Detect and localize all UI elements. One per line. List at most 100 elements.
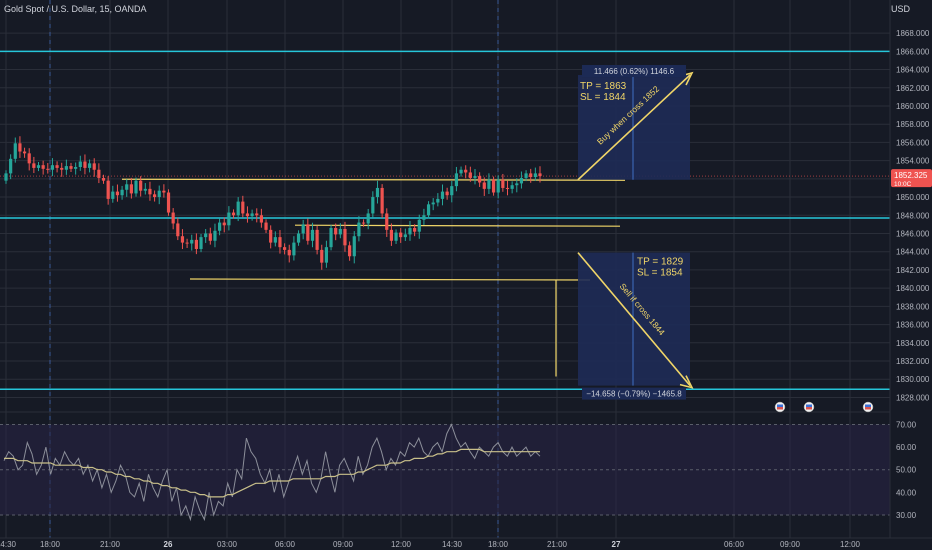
candle-body: [218, 222, 222, 231]
candle-body: [436, 198, 440, 203]
candle-body: [213, 230, 217, 241]
rsi-tick-label: 40.00: [896, 488, 917, 497]
price-tick-label: 1866.000: [896, 47, 930, 56]
candle-body: [292, 242, 296, 256]
candle-body: [227, 212, 231, 226]
candle-body: [459, 169, 463, 174]
price-tick-label: 1828.000: [896, 393, 930, 402]
time-tick-label: 18:00: [40, 540, 61, 549]
candle-body: [403, 234, 407, 238]
last-price-badge: [891, 169, 932, 188]
time-tick-label: 18:00: [488, 540, 509, 549]
stats-chip: [582, 65, 686, 78]
time-tick-label: 27: [612, 540, 621, 549]
candle-body: [92, 163, 96, 170]
candle-body: [46, 168, 50, 170]
candle-body: [310, 229, 315, 241]
candle-body: [366, 213, 370, 224]
take-profit-label: TP = 1863: [580, 81, 627, 92]
candle-body: [478, 176, 482, 183]
time-tick-label: 12:00: [391, 540, 412, 549]
candle-body: [468, 172, 472, 178]
candle-body: [482, 182, 486, 189]
candle-body: [315, 229, 319, 250]
candle-body: [259, 215, 263, 223]
candle-body: [157, 190, 161, 198]
candle-body: [64, 166, 68, 170]
candle-body: [338, 228, 342, 235]
candle-body: [241, 201, 245, 214]
candle-body: [431, 202, 435, 205]
candle-body: [296, 233, 301, 243]
stats-text: −14.658 (−0.79%) −1465.8: [586, 390, 682, 399]
candle-body: [375, 187, 380, 198]
candle-body: [399, 232, 403, 238]
candle-body: [324, 247, 328, 263]
candle-body: [129, 184, 133, 194]
candle-body: [515, 183, 519, 186]
arrow-head: [679, 375, 694, 389]
candle-body: [329, 228, 333, 248]
time-axis[interactable]: 14:30 18:00 21:00 26 03:00 06:00 09:00 12:00 14:…: [0, 537, 932, 550]
candle-body: [50, 165, 55, 170]
candle-body: [343, 228, 347, 246]
price-tick-label: 1850.000: [896, 193, 930, 202]
candle-body: [334, 228, 338, 235]
price-levels[interactable]: [0, 50, 890, 390]
candle-body: [83, 161, 87, 168]
candle-body: [9, 158, 13, 174]
currency-label: USD: [890, 4, 910, 14]
candle-body: [320, 249, 324, 263]
price-axis[interactable]: 1868.000 1866.000 1864.000 1862.000 1860.000…: [889, 0, 932, 550]
candle-body: [306, 224, 310, 241]
candle-body: [357, 222, 361, 237]
candle-body: [538, 173, 542, 177]
candle-body: [208, 233, 212, 241]
rsi-ma-line: [4, 448, 540, 498]
price-tick-label: 1868.000: [896, 29, 930, 38]
price-tick-label: 1844.000: [896, 248, 930, 257]
candle-body: [143, 188, 147, 191]
rsi-band: [0, 411, 890, 516]
candle-body: [199, 237, 203, 249]
range-line: [294, 224, 621, 227]
candle-body: [97, 169, 101, 178]
price-tick-label: 1862.000: [896, 84, 930, 93]
candle-body: [287, 249, 291, 256]
candle-body: [445, 191, 449, 196]
candle-body: [361, 222, 366, 224]
candle-body: [18, 143, 22, 152]
price-tick-label: 1830.000: [896, 375, 930, 384]
candle-body: [250, 213, 254, 217]
candle-body: [440, 191, 445, 199]
rsi-tick-label: 50.00: [896, 466, 917, 475]
candle-body: [87, 163, 92, 168]
price-tick-label: 1832.000: [896, 357, 930, 366]
rsi-tick-label: 30.00: [896, 511, 917, 520]
candle-body: [408, 228, 412, 235]
candle-body: [245, 213, 250, 217]
candle-body: [13, 143, 17, 159]
candle-body: [152, 194, 157, 198]
time-tick-label: 09:00: [780, 540, 801, 549]
symbol-title: Gold Spot / U.S. Dollar, 15, OANDA: [4, 4, 147, 14]
candle-body: [231, 212, 236, 216]
price-tick-label: 1864.000: [896, 66, 930, 75]
price-tick-label: 1854.000: [896, 157, 930, 166]
candle-body: [487, 179, 491, 189]
candle-body: [36, 165, 41, 168]
candle-body: [55, 165, 59, 168]
candle-body: [501, 179, 505, 188]
economic-event-icon-flag: [865, 404, 871, 407]
candle-body: [529, 173, 533, 178]
candle-body: [166, 192, 171, 213]
last-price-value: 1852.325: [894, 171, 928, 180]
candle-body: [385, 213, 389, 230]
candle-body: [269, 229, 273, 243]
event-icons[interactable]: [774, 401, 874, 413]
rsi-pane: [3, 423, 541, 522]
rsi-tick-label: 70.00: [896, 421, 917, 430]
candle-body: [348, 245, 352, 257]
candle-body: [491, 179, 496, 193]
